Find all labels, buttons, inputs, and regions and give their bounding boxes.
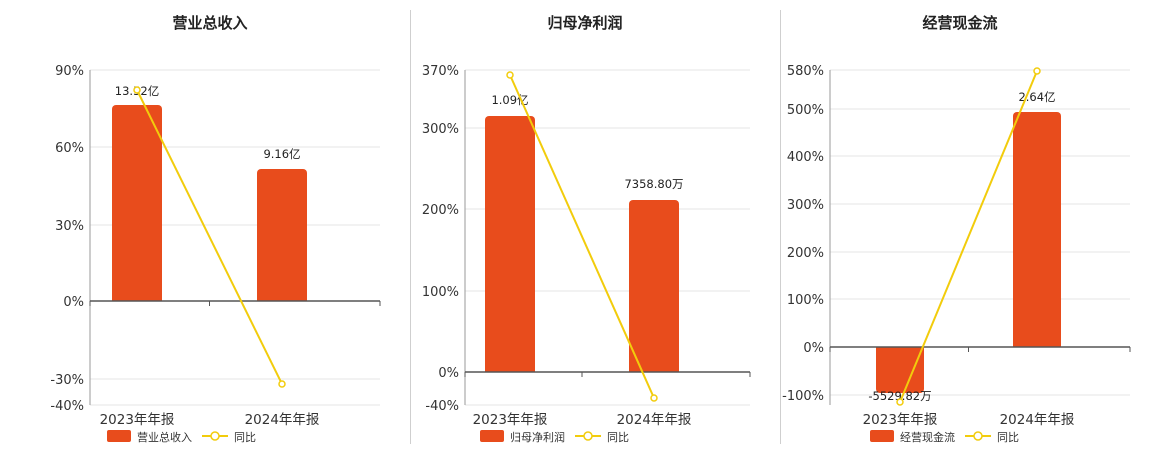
y-tick-label: 100% (422, 285, 459, 300)
y-tick-label: 300% (787, 198, 824, 213)
y-tick-label: 300% (422, 122, 459, 137)
panel-divider (410, 10, 411, 444)
growth-point (1033, 67, 1041, 75)
y-tick-label: -100% (782, 389, 824, 404)
legend-bar-swatch (480, 430, 504, 442)
chart-title: 营业总收入 (172, 14, 248, 32)
y-tick-label: -40% (425, 399, 459, 414)
chart-title: 归母净利润 (547, 14, 623, 32)
bar (629, 200, 679, 372)
legend-bar-swatch (870, 430, 894, 442)
bar-data-label: 9.16亿 (263, 147, 300, 161)
legend-bar-label: 营业总收入 (137, 430, 192, 444)
cash-flow-panel: 经营现金流 580% 500% 400% 300% 200% 100% 0% -100% -55… (775, 0, 1145, 450)
bar (485, 116, 535, 372)
panel-divider (780, 10, 781, 444)
bar-data-label: -5529.82万 (868, 389, 931, 403)
growth-point (896, 398, 904, 406)
bar-base (112, 297, 162, 301)
x-category-label: 2023年年报 (473, 412, 548, 428)
y-tick-label: 500% (787, 103, 824, 118)
cash-flow-chart: 580% 500% 400% 300% 200% 100% 0% -100% -5529.82万… (782, 64, 1131, 444)
revenue-panel: 营业总收入 90%60%30%0%-30%-40%13.52亿9.16亿2023… (25, 0, 395, 450)
x-category-label: 2023年年报 (100, 412, 175, 428)
growth-line (136, 89, 283, 385)
chart-title: 经营现金流 (922, 14, 998, 32)
y-tick-label: 100% (787, 293, 824, 308)
legend-bar-label: 经营现金流 (900, 430, 955, 444)
y-tick-label: 370% (422, 64, 459, 79)
bar (876, 347, 924, 393)
legend-line-marker (973, 431, 983, 441)
bar-base (1013, 343, 1061, 347)
legend-line-label: 同比 (997, 431, 1019, 444)
y-tick-label: 0% (438, 366, 459, 381)
y-tick-label: 580% (787, 64, 824, 79)
growth-line (509, 74, 655, 399)
growth-point (278, 380, 286, 388)
legend-line-label: 同比 (234, 431, 256, 444)
y-tick-label: 90% (55, 64, 84, 79)
growth-point (650, 394, 658, 402)
y-tick-label: 60% (55, 141, 84, 156)
growth-line (899, 70, 1038, 403)
bar (257, 169, 307, 301)
y-tick-label: 30% (55, 219, 84, 234)
bar-base (876, 347, 924, 351)
y-tick-label: 0% (803, 341, 824, 356)
legend-line-label: 同比 (607, 431, 629, 444)
growth-point (506, 71, 514, 79)
legend-bar-label: 归母净利润 (510, 430, 565, 444)
legend-line-marker (210, 431, 220, 441)
x-category-label: 2023年年报 (863, 412, 938, 428)
bar-data-label: 7358.80万 (624, 177, 683, 191)
net-profit-chart: 370%300%200%100%0%-40%1.09亿7358.80万2023年… (422, 64, 751, 444)
y-tick-label: 200% (422, 203, 459, 218)
bar-base (629, 368, 679, 372)
net-profit-panel: 归母净利润 370% 300% 200% 100% 0% -40% 1.09亿 7358.80… (400, 0, 770, 450)
bar (112, 105, 162, 301)
y-tick-label: 0% (63, 295, 84, 310)
revenue-chart: 90%60%30%0%-30%-40%13.52亿9.16亿2023年年报202… (50, 64, 381, 444)
bar (1013, 112, 1061, 347)
y-tick-label: -40% (50, 399, 84, 414)
bar-base (257, 297, 307, 301)
bar-base (485, 368, 535, 372)
legend-line-marker (583, 431, 593, 441)
growth-point (133, 86, 141, 94)
x-category-label: 2024年年报 (1000, 412, 1075, 428)
x-category-label: 2024年年报 (245, 412, 320, 428)
y-tick-label: 400% (787, 150, 824, 165)
y-tick-label: -30% (50, 373, 84, 388)
y-tick-label: 200% (787, 246, 824, 261)
x-category-label: 2024年年报 (617, 412, 692, 428)
legend-bar-swatch (107, 430, 131, 442)
